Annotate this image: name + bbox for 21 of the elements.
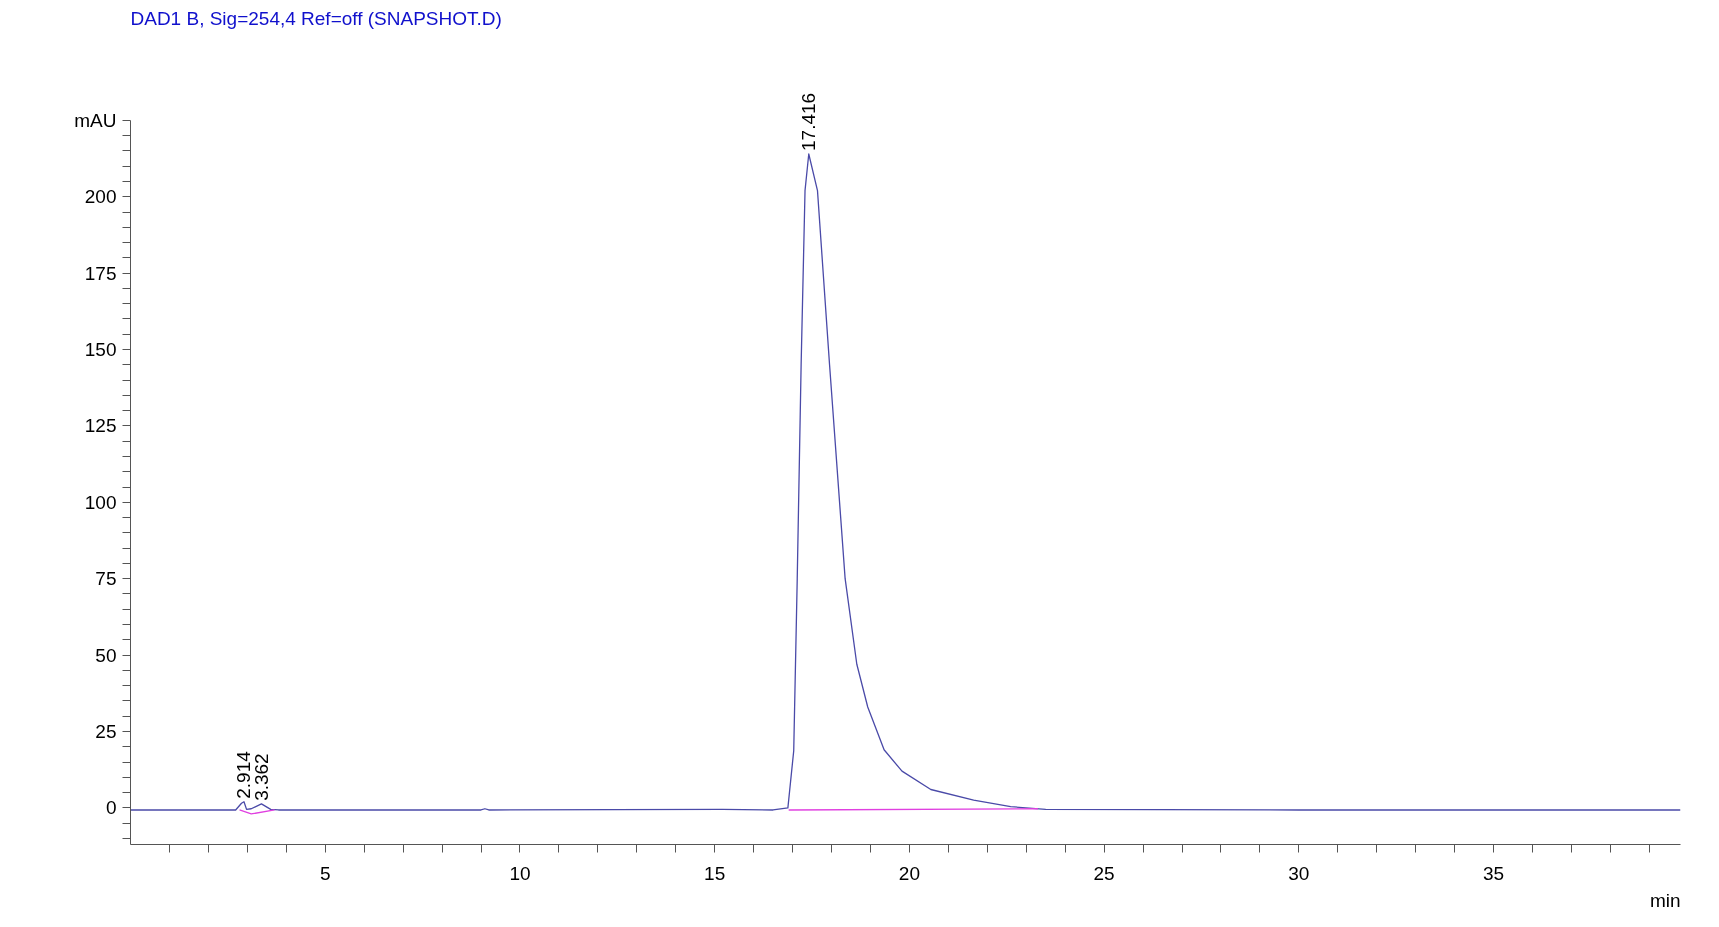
annotation: 17.416	[798, 92, 820, 151]
line-series	[130, 153, 1681, 811]
y-tick-label: 175	[84, 262, 117, 284]
y-tick-label: 150	[84, 339, 117, 361]
x-tick-label: 35	[1483, 862, 1505, 884]
y-tick-label: 200	[84, 186, 117, 208]
y-tick-label: 0	[105, 797, 117, 819]
y-tick-label: 50	[95, 644, 117, 666]
y-tick-label: 100	[84, 491, 117, 513]
x-tick-label: 5	[319, 862, 331, 884]
x-tick-label: 15	[704, 862, 726, 884]
y-tick-label: 125	[84, 415, 117, 437]
y-tick-label: 75	[95, 568, 117, 590]
x-tick-label: 25	[1093, 862, 1115, 884]
x-axis-title: min	[1649, 889, 1681, 911]
x-tick-label: 10	[509, 862, 531, 884]
chart-title: DAD1 B, Sig=254,4 Ref=off (SNAPSHOT.D)	[130, 7, 502, 29]
x-tick-label: 30	[1288, 862, 1310, 884]
y-tick-label: 25	[95, 720, 117, 742]
y-tick-label: mAU	[74, 109, 117, 131]
x-tick-label: 20	[898, 862, 920, 884]
